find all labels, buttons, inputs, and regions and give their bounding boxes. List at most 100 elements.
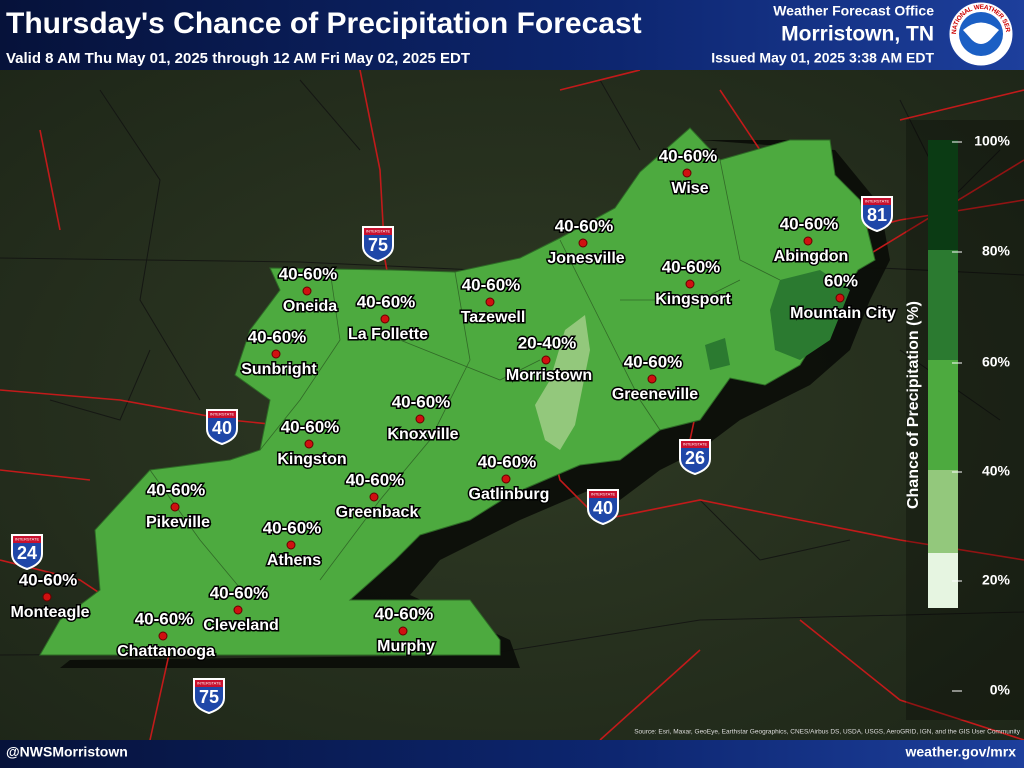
city-dot	[170, 502, 180, 512]
city-dot	[271, 349, 281, 359]
city-name: Knoxville	[387, 426, 458, 443]
legend-tick-label: 100%	[974, 133, 1010, 149]
city-dot	[304, 439, 314, 449]
legend-panel	[906, 120, 1024, 720]
shield-label: INTERSTATE	[210, 412, 235, 417]
lower-chance-area	[535, 315, 590, 450]
city-dot	[42, 592, 52, 602]
valid-time: Valid 8 AM Thu May 01, 2025 through 12 A…	[6, 50, 470, 67]
precip-chance: 40-60%	[346, 470, 405, 489]
city-dot	[685, 279, 695, 289]
city-name: Monteagle	[10, 604, 89, 621]
city-name: Gatlinburg	[469, 486, 550, 503]
legend-title: Chance of Precipitation (%)	[905, 301, 922, 509]
city-dot	[647, 374, 657, 384]
cities: 40-60% Wise 40-60% Jonesville 40-60% Abingdon…	[9, 145, 898, 662]
legend-swatch	[928, 250, 958, 360]
precip-chance: 40-60%	[462, 275, 521, 294]
issued-time: Issued May 01, 2025 3:38 AM EDT	[711, 50, 934, 66]
city-name: Greeneville	[612, 386, 698, 403]
city-name: Wise	[671, 180, 708, 197]
precip-chance: 40-60%	[375, 604, 434, 623]
shield-top	[863, 198, 891, 205]
city-dot	[380, 314, 390, 324]
city-name: Morristown	[506, 367, 592, 384]
city-name: Greenback	[336, 504, 419, 521]
shield-top	[208, 411, 236, 418]
shield-top	[681, 441, 709, 448]
shield-number: 81	[867, 205, 887, 225]
city-dot	[541, 355, 551, 365]
city-dot	[835, 293, 845, 303]
precip-chance: 40-60%	[147, 480, 206, 499]
area-shadow	[60, 140, 890, 668]
city-name: Sunbright	[241, 361, 317, 378]
shield-number: 75	[368, 235, 388, 255]
legend-tick-label: 40%	[982, 463, 1011, 479]
city-name: Cleveland	[203, 617, 279, 634]
city-dot	[485, 297, 495, 307]
legend-swatch	[928, 360, 958, 470]
city-dot	[233, 605, 243, 615]
precip-chance: 60%	[824, 271, 858, 290]
legend-tick-label: 60%	[982, 354, 1011, 370]
shield-label: INTERSTATE	[197, 681, 222, 686]
precip-chance: 40-60%	[659, 146, 718, 165]
city-dot	[578, 238, 588, 248]
precip-chance: 40-60%	[357, 292, 416, 311]
higher-chance-area	[705, 338, 730, 370]
precip-chance: 40-60%	[780, 214, 839, 233]
office: Weather Forecast Office	[773, 3, 934, 19]
precip-chance: 40-60%	[624, 352, 683, 371]
precip-chance: 40-60%	[210, 583, 269, 602]
shield-top	[364, 228, 392, 235]
precip-chance: 20-40%	[518, 333, 577, 352]
shield-body	[206, 409, 238, 446]
city-dot	[398, 626, 408, 636]
city-name: Kingston	[277, 451, 346, 468]
shield-body	[362, 226, 394, 263]
legend-swatch	[928, 140, 958, 250]
shield-label: INTERSTATE	[366, 229, 391, 234]
higher-chance-area	[770, 270, 850, 360]
office-location: Morristown, TN	[781, 23, 934, 46]
city-name: Mountain City	[790, 305, 896, 322]
legend-swatch	[928, 470, 958, 553]
county-lines	[149, 159, 781, 601]
city-name: Abingdon	[774, 248, 849, 265]
shield-body	[587, 489, 619, 526]
city-name: Oneida	[283, 298, 337, 315]
city-name: Chattanooga	[117, 643, 215, 660]
city-dot	[682, 168, 692, 178]
title: Thursday's Chance of Precipitation Forec…	[6, 7, 642, 40]
city-name: Athens	[267, 552, 321, 569]
city-name: Pikeville	[146, 514, 210, 531]
city-name: La Follette	[348, 326, 428, 343]
shield-label: INTERSTATE	[591, 492, 616, 497]
shield-label: INTERSTATE	[865, 199, 890, 204]
shield-number: 40	[212, 418, 232, 438]
map-source: Source: Esri, Maxar, GeoEye, Earthstar G…	[634, 729, 1021, 736]
city-dot	[501, 474, 511, 484]
precip-chance: 40-60%	[392, 392, 451, 411]
city-dot	[158, 631, 168, 641]
precip-chance: 40-60%	[555, 216, 614, 235]
footer-website: weather.gov/mrx	[905, 744, 1017, 760]
city-name: Jonesville	[547, 250, 624, 267]
shield-body	[861, 196, 893, 233]
legend: 100% 80% 60% 40% 20% 0%	[928, 133, 1011, 698]
shield-number: 75	[199, 687, 219, 707]
precip-chance: 40-60%	[478, 452, 537, 471]
city-dot	[286, 540, 296, 550]
legend-tick-label: 20%	[982, 572, 1011, 588]
city-dot	[415, 414, 425, 424]
footer-handle: @NWSMorristown	[6, 744, 128, 760]
footer-bar	[0, 740, 1024, 768]
